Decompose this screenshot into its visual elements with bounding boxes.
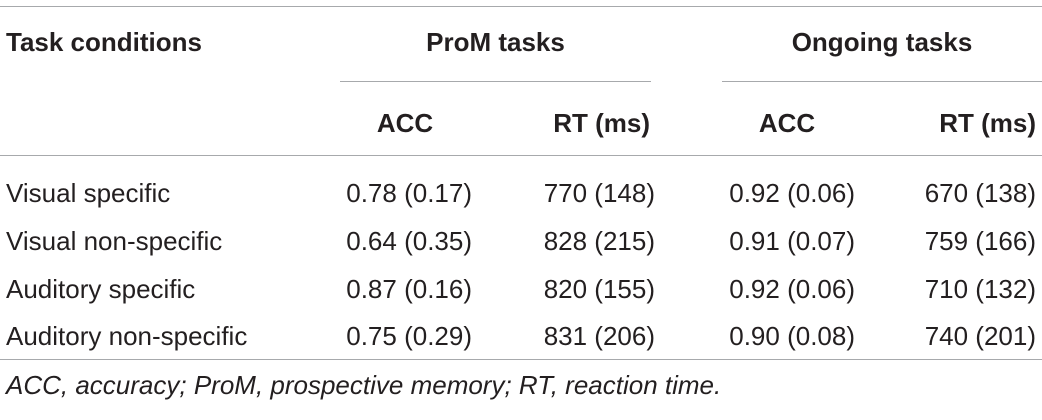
header-bottom-rule [0, 155, 1042, 156]
table-bottom-rule [0, 359, 1042, 360]
ongoing-rt-header: RT (ms) [939, 108, 1036, 138]
table-cell: 0.78 (0.17) [346, 178, 472, 208]
ongoing-acc-header: ACC [758, 108, 816, 138]
table-cell: 0.87 (0.16) [346, 274, 472, 304]
table-cell: 670 (138) [924, 178, 1036, 208]
prom-tasks-header: ProM tasks [426, 27, 565, 57]
top-rule [0, 6, 1042, 7]
table-cell: 0.91 (0.07) [729, 226, 855, 256]
table-cell: 0.90 (0.08) [729, 321, 855, 351]
row-label: Visual specific [6, 178, 171, 208]
task-conditions-header: Task conditions [6, 27, 202, 57]
table-cell: 759 (166) [924, 226, 1036, 256]
table-cell: 710 (132) [924, 274, 1036, 304]
table-cell: 0.92 (0.06) [729, 178, 855, 208]
row-label: Auditory non-specific [6, 321, 248, 351]
table-footnote: ACC, accuracy; ProM, prospective memory;… [6, 370, 722, 400]
table-cell: 828 (215) [543, 226, 655, 256]
row-label: Auditory specific [6, 274, 196, 304]
ongoing-group-rule [722, 81, 1042, 82]
table-cell: 0.64 (0.35) [346, 226, 472, 256]
table-cell: 740 (201) [924, 321, 1036, 351]
table-cell: 0.75 (0.29) [346, 321, 472, 351]
table-cell: 0.92 (0.06) [729, 274, 855, 304]
table-cell: 831 (206) [543, 321, 655, 351]
table-cell: 820 (155) [543, 274, 655, 304]
prom-acc-header: ACC [376, 108, 434, 138]
row-label: Visual non-specific [6, 226, 223, 256]
table-cell: 770 (148) [543, 178, 655, 208]
prom-group-rule [340, 81, 651, 82]
prom-rt-header: RT (ms) [553, 108, 650, 138]
ongoing-tasks-header: Ongoing tasks [791, 27, 973, 57]
